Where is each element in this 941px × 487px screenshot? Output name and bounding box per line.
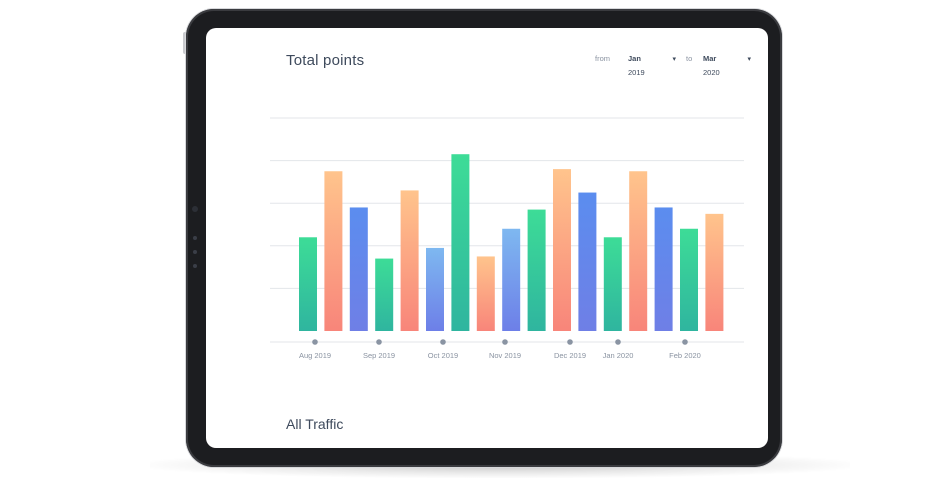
sensor-dot-icon <box>193 264 197 268</box>
chevron-down-icon: ▾ <box>747 56 751 63</box>
x-tick-marker <box>682 339 688 345</box>
chart-bar[interactable] <box>603 237 622 331</box>
sensor-dot-icon <box>193 236 197 240</box>
chart-bar[interactable] <box>324 171 343 331</box>
x-tick-marker <box>502 339 508 345</box>
bar-chart: Aug 2019 Sep 2019 Oct 2019 Nov 2019 Dec 2019… <box>270 117 744 360</box>
to-year: 2020 <box>703 68 720 77</box>
from-year: 2019 <box>628 68 645 77</box>
from-label: from <box>595 54 610 63</box>
from-month: Jan <box>628 54 641 63</box>
chart-title: Total points <box>286 52 365 69</box>
to-label: to <box>686 54 693 63</box>
x-tick-label: Oct 2019 <box>428 351 458 360</box>
chart-bar[interactable] <box>426 247 444 331</box>
screen: Total points from Jan 2019 ▾ to Mar 2020… <box>206 28 768 448</box>
x-tick-label: Jan 2020 <box>603 351 634 360</box>
x-tick-label: Dec 2019 <box>554 351 586 360</box>
x-tick-label: Feb 2020 <box>669 351 701 360</box>
to-month: Mar <box>703 54 717 63</box>
from-date-select[interactable]: Jan 2019 ▾ <box>628 54 676 78</box>
chart-bar[interactable] <box>705 213 724 331</box>
chart-bar[interactable] <box>299 237 317 331</box>
x-tick-label: Nov 2019 <box>489 351 521 360</box>
chevron-down-icon: ▾ <box>672 56 676 63</box>
tablet-side-button <box>183 32 187 54</box>
all-traffic-heading: All Traffic <box>286 416 344 432</box>
to-date-select[interactable]: Mar 2020 ▾ <box>703 54 751 78</box>
x-tick-label: Sep 2019 <box>363 351 395 360</box>
x-tick-label: Aug 2019 <box>299 351 331 360</box>
x-tick-marker <box>312 339 318 345</box>
chart-bar[interactable] <box>527 209 546 331</box>
x-tick-marker <box>615 339 621 345</box>
chart-bar[interactable] <box>654 207 673 331</box>
chart-bar[interactable] <box>502 228 521 331</box>
x-tick-marker <box>567 339 573 345</box>
chart-bar[interactable] <box>451 154 470 331</box>
chart-bar[interactable] <box>553 169 571 331</box>
chart-bar[interactable] <box>578 192 597 331</box>
chart-bar[interactable] <box>680 228 698 331</box>
camera-dot-icon <box>192 206 198 212</box>
chart-bar[interactable] <box>476 256 495 331</box>
x-tick-marker <box>376 339 382 345</box>
chart-bar[interactable] <box>375 258 394 331</box>
chart-bar[interactable] <box>629 171 648 331</box>
chart-bar[interactable] <box>349 207 368 331</box>
sensor-dot-icon <box>193 250 197 254</box>
chart-bar[interactable] <box>400 190 419 331</box>
x-tick-marker <box>440 339 446 345</box>
